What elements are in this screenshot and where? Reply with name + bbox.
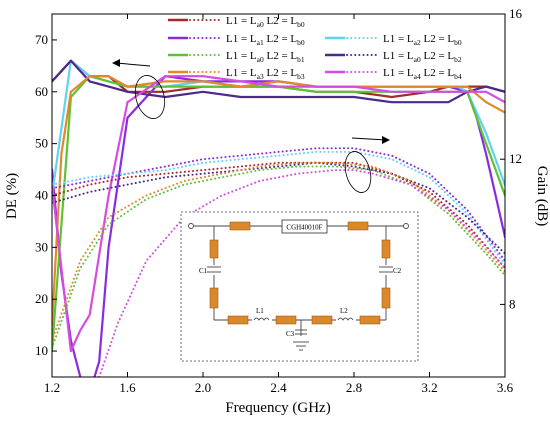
legend-label: L1 = La2 L2 = Lb0 (383, 33, 462, 47)
arrow-right (351, 137, 387, 141)
transistor-label: CGH40010F (286, 224, 322, 232)
tline-bottom-2 (275, 315, 297, 325)
circuit-input-port (188, 223, 194, 229)
y-tick-label-left: 50 (35, 136, 48, 151)
label-l1: L1 (256, 307, 264, 315)
label-c2: C2 (393, 267, 402, 275)
legend-label: L1 = La1 L2 = Lb0 (226, 33, 305, 47)
legend-label: L1 = La3 L2 = Lb3 (226, 67, 305, 81)
x-tick-label: 3.2 (421, 380, 437, 395)
x-tick-label: 2.4 (270, 380, 287, 395)
y-tick-label-left: 60 (35, 84, 48, 99)
legend-entry: L1 = La1 L2 = Lb0 (168, 33, 305, 47)
tline-top-right (347, 221, 369, 231)
capacitor-c3-symbol (295, 329, 307, 335)
x-tick-label: 1.6 (119, 380, 136, 395)
y-tick-label-left: 30 (35, 239, 48, 254)
axis-ticks: 1.2 1.6 2.0 2.4 2.8 3.2 3.6 10 20 30 40 50 60 70 8 12 16 (35, 6, 523, 395)
legend: L1 = La0 L2 = Lb0 L1 = La1 L2 = Lb0 L1 = L… (168, 15, 462, 81)
legend-label: L1 = La0 L2 = Lb1 (226, 50, 305, 64)
legend-entry: L1 = La0 L2 = Lb1 (168, 50, 305, 64)
x-axis-label: Frequency (GHz) (225, 400, 330, 416)
legend-entry: L1 = La4 L2 = Lb4 (325, 67, 462, 81)
tline-left-upper (209, 239, 219, 259)
y-tick-label-left: 10 (35, 343, 48, 358)
legend-label: L1 = La0 L2 = Lb0 (226, 15, 305, 29)
y-tick-label-left: 20 (35, 291, 48, 306)
label-l2: L2 (340, 307, 348, 315)
y-axis-label-left: DE (%) (4, 173, 20, 219)
inductor-l2-symbol (336, 316, 356, 324)
gain-series-11 (52, 161, 505, 255)
capacitor-c2-symbol (378, 265, 394, 275)
annotation-left-axis (112, 59, 166, 119)
tline-left-lower (209, 287, 219, 309)
arrow-left (115, 62, 151, 67)
transmission-line-segments (209, 221, 391, 325)
x-tick-label: 3.6 (497, 380, 514, 395)
annotation-ellipse-de (134, 75, 166, 119)
legend-label: L1 = La0 L2 = Lb2 (383, 50, 462, 64)
y-tick-label-right: 16 (509, 6, 523, 21)
gain-series-9 (52, 150, 505, 266)
gain-series-13 (98, 169, 505, 377)
gain-series-7 (52, 161, 505, 270)
arrow-left-head (112, 59, 120, 67)
legend-entry: L1 = La3 L2 = Lb3 (168, 67, 305, 81)
capacitor-c1-symbol (206, 265, 222, 275)
y-tick-label-right: 8 (509, 296, 516, 311)
tline-bottom-1 (227, 315, 249, 325)
inductor-l1-symbol (252, 316, 272, 324)
y-tick-label-left: 40 (35, 188, 48, 203)
legend-label: L1 = La4 L2 = Lb4 (383, 67, 462, 81)
de-series-6 (52, 75, 505, 353)
tline-bottom-4 (359, 315, 381, 325)
tline-right-lower (381, 287, 391, 309)
legend-entry: L1 = La0 L2 = Lb2 (325, 50, 462, 64)
x-tick-label: 2.8 (346, 380, 362, 395)
x-tick-label: 1.2 (44, 380, 60, 395)
legend-entry: L1 = La0 L2 = Lb0 (168, 15, 305, 29)
transistor-block (281, 219, 328, 234)
annotation-ellipse-gain (344, 151, 372, 193)
tline-top-left (229, 221, 251, 231)
gain-series-8 (52, 147, 505, 262)
circuit-inset: CGH40010F (180, 211, 419, 362)
circuit-inset-frame (180, 211, 419, 362)
y-tick-label-right: 12 (509, 151, 522, 166)
circuit-output-port (403, 223, 409, 229)
tline-bottom-3 (311, 315, 333, 325)
y-tick-label-left: 70 (35, 32, 48, 47)
label-c1: C1 (199, 267, 208, 275)
de-series-4 (52, 59, 505, 104)
annotation-right-axis (344, 136, 390, 193)
tline-right-upper (381, 239, 391, 259)
x-tick-label: 2.0 (195, 380, 211, 395)
arrow-right-head (382, 136, 390, 144)
legend-entry: L1 = La2 L2 = Lb0 (325, 33, 462, 47)
y-axis-label-right: Gain (dB) (534, 166, 550, 226)
gain-series-10 (52, 165, 505, 349)
label-c3: C3 (286, 330, 295, 338)
plot-series (52, 59, 505, 377)
